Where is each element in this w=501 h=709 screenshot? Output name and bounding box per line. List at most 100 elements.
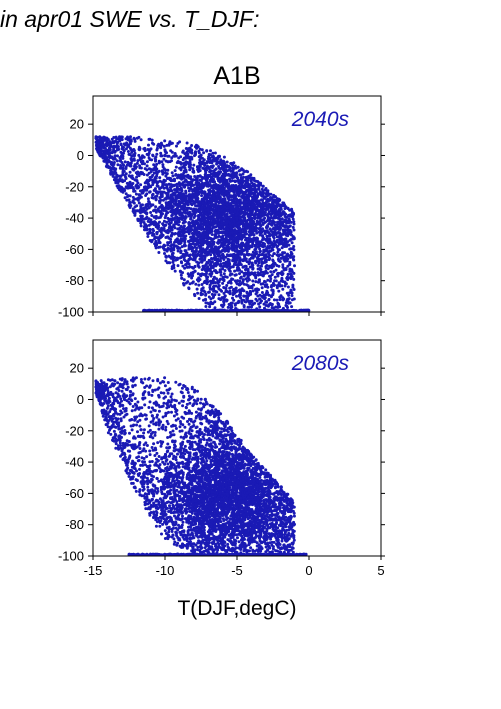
scatter-point xyxy=(204,227,208,231)
scatter-point xyxy=(286,272,290,276)
scatter-point xyxy=(271,234,275,238)
scatter-point xyxy=(292,220,296,224)
scatter-point xyxy=(291,255,294,259)
scatter-point xyxy=(179,168,183,172)
scatter-point xyxy=(240,287,244,291)
scatter-point xyxy=(279,279,283,283)
scatter-point xyxy=(207,290,211,294)
scatter-point xyxy=(162,186,166,190)
scatter-point xyxy=(112,163,116,166)
scatter-point xyxy=(169,197,173,201)
scatter-point xyxy=(211,279,215,283)
scatter-point xyxy=(242,265,246,269)
scatter-point xyxy=(179,155,183,159)
scatter-point xyxy=(219,288,223,292)
scatter-point xyxy=(191,189,195,193)
scatter-point xyxy=(236,176,240,180)
scatter-point xyxy=(219,217,223,221)
scatter-point xyxy=(167,189,170,193)
scatter-point xyxy=(210,244,214,248)
scatter-point xyxy=(281,272,285,276)
scatter-point xyxy=(150,178,154,182)
scatter-point xyxy=(124,165,128,169)
scatter-point xyxy=(253,198,257,202)
scatter-point xyxy=(134,184,138,188)
scatter-point xyxy=(104,156,108,159)
scatter-point xyxy=(219,270,223,274)
scatter-point xyxy=(190,144,194,147)
scatter-point xyxy=(197,170,200,173)
scatter-point xyxy=(163,139,167,143)
scatter-point xyxy=(238,191,242,195)
scatter-point xyxy=(284,237,287,241)
scatter-point xyxy=(252,196,255,200)
scatter-point xyxy=(272,226,276,230)
scatter-point xyxy=(111,173,115,177)
scatter-point xyxy=(184,154,188,158)
scatter-point xyxy=(118,156,122,160)
scatter-point xyxy=(227,198,231,202)
scatter-point xyxy=(211,189,215,192)
scatter-point xyxy=(255,231,259,235)
scatter-point xyxy=(274,216,277,220)
scatter-point xyxy=(134,171,138,175)
scatter-point xyxy=(176,240,179,244)
scatter-point xyxy=(223,202,227,206)
scatter-point xyxy=(219,273,223,277)
scatter-point xyxy=(115,175,118,179)
scatter-point xyxy=(276,257,280,261)
scatter-point xyxy=(272,306,276,310)
scatter-point xyxy=(240,201,244,205)
scatter-point xyxy=(292,248,296,252)
scatter-point xyxy=(221,275,225,279)
scatter-point xyxy=(237,263,241,267)
scatter-point xyxy=(276,274,280,278)
scatter-point xyxy=(228,167,232,171)
scatter-point xyxy=(195,287,199,291)
scatter-point xyxy=(232,195,236,199)
scatter-point xyxy=(184,263,188,267)
scatter-point xyxy=(234,179,238,183)
scatter-point xyxy=(204,298,208,302)
scatter-point xyxy=(148,149,152,153)
scatter-point xyxy=(248,229,252,233)
scatter-point xyxy=(179,270,183,274)
scatter-point xyxy=(175,256,179,260)
scatter-point xyxy=(183,185,186,189)
scatter-point xyxy=(184,249,188,253)
scatter-point xyxy=(190,203,194,207)
scatter-point xyxy=(208,170,212,174)
scatter-point xyxy=(215,277,218,281)
scatter-point xyxy=(284,259,288,263)
scatter-point xyxy=(221,281,225,285)
scatter-point xyxy=(271,259,275,263)
scatter-point xyxy=(173,152,177,156)
scatter-point xyxy=(225,238,229,242)
scatter-point xyxy=(170,228,174,232)
scatter-point xyxy=(247,236,250,240)
scatter-point xyxy=(248,265,252,269)
scatter-point xyxy=(218,278,222,282)
scatter-point xyxy=(283,241,287,245)
scatter-point xyxy=(247,203,251,207)
scatter-point xyxy=(128,170,132,174)
scatter-point xyxy=(244,300,248,304)
scatter-point xyxy=(258,249,262,253)
scatter-point xyxy=(269,209,273,213)
scatter-point xyxy=(284,282,288,286)
scatter-point xyxy=(287,301,291,305)
scatter-point xyxy=(278,220,282,224)
scatter-point xyxy=(223,221,227,225)
scatter-point xyxy=(272,195,276,199)
scatter-point xyxy=(151,227,155,231)
scatter-point xyxy=(212,157,216,161)
scatter-point xyxy=(288,238,292,242)
scatter-point xyxy=(289,220,293,224)
scatter-point xyxy=(203,272,207,276)
scatter-point xyxy=(251,226,255,230)
scatter-point xyxy=(163,216,167,220)
scatter-point xyxy=(132,201,136,205)
scatter-point xyxy=(192,212,196,216)
scatter-point xyxy=(97,135,101,139)
scatter-point xyxy=(216,241,220,245)
